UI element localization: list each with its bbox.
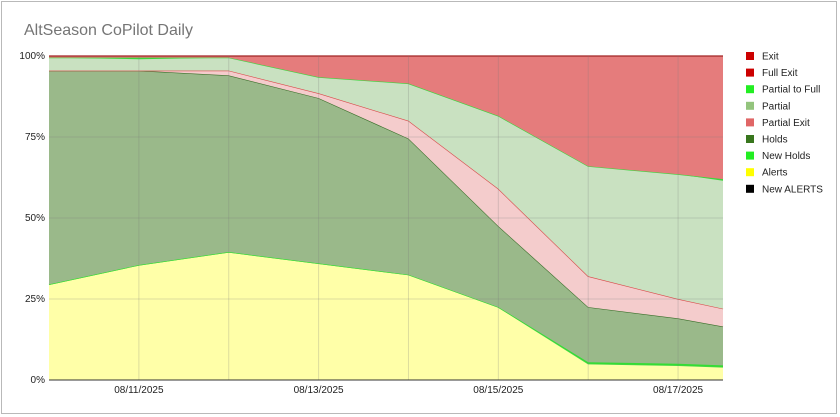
x-tick-label: 08/17/2025 bbox=[653, 385, 703, 396]
area-partial bbox=[49, 57, 723, 309]
legend-label-alerts: Alerts bbox=[762, 168, 788, 179]
legend-label-holds: Holds bbox=[762, 135, 788, 146]
area-partial-exit bbox=[49, 70, 723, 327]
legend-label-exit: Exit bbox=[762, 52, 779, 63]
legend-swatch-new-alerts bbox=[746, 184, 754, 193]
x-tick-label: 08/13/2025 bbox=[294, 385, 344, 396]
y-tick-label: 0% bbox=[31, 375, 46, 386]
legend-label-new-holds: New Holds bbox=[762, 151, 810, 162]
legend-swatch-alerts bbox=[746, 168, 754, 177]
area-exit bbox=[49, 56, 723, 180]
y-tick-label: 50% bbox=[25, 213, 45, 224]
legend-label-full-exit: Full Exit bbox=[762, 68, 798, 79]
chart-title: AltSeason CoPilot Daily bbox=[24, 22, 193, 39]
legend-label-new-alerts: New ALERTS bbox=[762, 184, 823, 195]
legend-swatch-holds bbox=[746, 135, 754, 143]
legend-swatch-new-holds bbox=[746, 151, 754, 160]
legend-swatch-partial-exit bbox=[746, 118, 754, 127]
x-tick-label: 08/15/2025 bbox=[473, 385, 523, 396]
y-tick-label: 75% bbox=[25, 132, 45, 143]
legend-swatch-full-exit bbox=[746, 68, 754, 77]
y-tick-label: 25% bbox=[25, 294, 45, 305]
legend-label-partial-exit: Partial Exit bbox=[762, 118, 810, 129]
legend-label-partial: Partial bbox=[762, 101, 790, 112]
x-tick-label: 08/11/2025 bbox=[114, 385, 164, 396]
area-alerts bbox=[49, 252, 723, 380]
legend-swatch-partial-to-full bbox=[746, 85, 754, 94]
legend-label-partial-to-full: Partial to Full bbox=[762, 85, 820, 96]
area-holds bbox=[49, 70, 723, 366]
y-tick-label: 100% bbox=[19, 51, 45, 62]
legend-swatch-exit bbox=[746, 52, 754, 60]
legend-swatch-partial bbox=[746, 101, 754, 110]
